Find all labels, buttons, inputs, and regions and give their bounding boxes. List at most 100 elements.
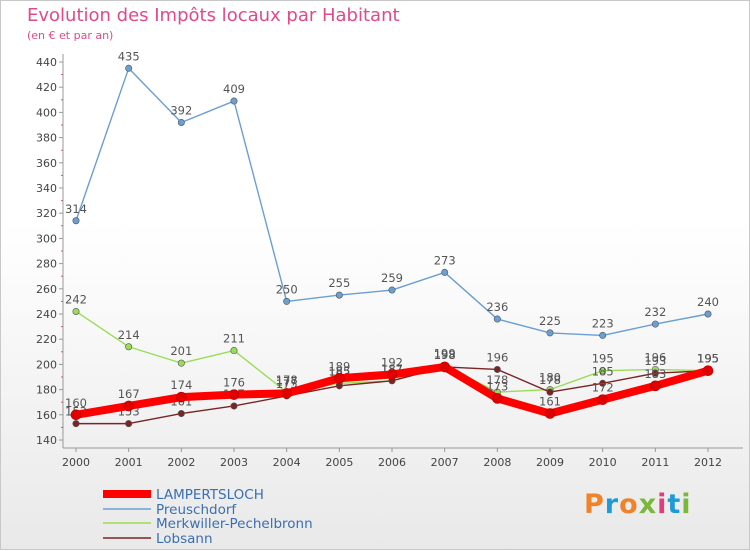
logo-letter: i bbox=[657, 489, 668, 520]
data-point bbox=[334, 372, 345, 384]
logo-letter: o bbox=[619, 489, 639, 520]
data-point bbox=[493, 315, 501, 323]
data-label: 232 bbox=[644, 305, 666, 319]
data-point bbox=[597, 394, 608, 405]
data-point bbox=[546, 388, 554, 396]
data-point bbox=[599, 331, 607, 339]
data-label: 392 bbox=[170, 103, 192, 117]
data-label: 255 bbox=[328, 276, 350, 290]
data-label: 192 bbox=[381, 355, 403, 369]
data-label: 173 bbox=[486, 379, 508, 393]
data-point bbox=[72, 420, 80, 428]
data-point bbox=[651, 369, 659, 377]
y-tick-label: 420 bbox=[36, 81, 57, 94]
data-label: 196 bbox=[486, 350, 508, 364]
legend-item: Merkwiller-Pechelbronn bbox=[103, 516, 313, 532]
data-point bbox=[599, 367, 607, 375]
data-point bbox=[386, 369, 398, 380]
y-tick-label: 360 bbox=[36, 157, 57, 170]
proxiti-logo: Proxiti bbox=[584, 489, 692, 520]
data-label: 196 bbox=[644, 350, 666, 364]
data-label: 198 bbox=[434, 348, 456, 362]
logo-letter: r bbox=[604, 489, 620, 520]
data-point bbox=[230, 97, 238, 105]
legend-item: Preuschdorf bbox=[103, 502, 237, 518]
data-point bbox=[228, 389, 240, 400]
series-lampertsloch: 160 167 174 176 177 189 192 198 173 161 172 183 195 bbox=[65, 348, 719, 421]
y-tick-label: 180 bbox=[36, 384, 57, 397]
x-tick-label: 2002 bbox=[167, 456, 195, 469]
x-tick-label: 2005 bbox=[325, 456, 353, 469]
x-tick-label: 2009 bbox=[536, 456, 564, 469]
logo-letter: P bbox=[584, 489, 605, 520]
y-tick-label: 340 bbox=[36, 182, 57, 195]
legend-item: LAMPERTSLOCH bbox=[103, 487, 264, 503]
data-point bbox=[125, 420, 133, 428]
data-label: 201 bbox=[170, 344, 192, 358]
data-label: 195 bbox=[697, 352, 719, 366]
data-label: 189 bbox=[328, 359, 350, 373]
legend-label: LAMPERTSLOCH bbox=[156, 487, 264, 503]
data-label: 273 bbox=[434, 253, 456, 267]
y-tick-label: 280 bbox=[36, 258, 57, 271]
x-tick-label: 2010 bbox=[589, 456, 617, 469]
y-tick-label: 440 bbox=[36, 56, 57, 69]
data-label: 250 bbox=[276, 282, 298, 296]
logo-letter: x bbox=[638, 489, 658, 520]
data-point bbox=[230, 347, 238, 355]
data-point bbox=[177, 118, 185, 126]
data-label: 175 bbox=[276, 377, 298, 391]
data-point bbox=[544, 408, 556, 419]
data-point bbox=[335, 291, 343, 299]
data-point bbox=[493, 365, 501, 373]
data-point bbox=[546, 329, 554, 337]
x-tick-label: 2003 bbox=[220, 456, 248, 469]
legend-label: Preuschdorf bbox=[156, 502, 237, 518]
legend-label: Lobsann bbox=[156, 531, 213, 547]
data-label: 435 bbox=[118, 49, 140, 63]
data-point bbox=[177, 410, 185, 418]
data-point bbox=[125, 64, 133, 72]
data-point bbox=[283, 297, 291, 305]
y-tick-label: 320 bbox=[36, 207, 57, 220]
data-label: 199 bbox=[434, 347, 456, 361]
data-point bbox=[650, 380, 661, 392]
data-point bbox=[702, 365, 714, 377]
data-label: 183 bbox=[644, 367, 666, 381]
y-tick-label: 220 bbox=[36, 333, 57, 346]
legend-item: Lobsann bbox=[103, 531, 213, 547]
legend-label: Merkwiller-Pechelbronn bbox=[156, 516, 313, 532]
x-tick-label: 2006 bbox=[378, 456, 406, 469]
data-label: 178 bbox=[276, 373, 298, 387]
data-label: 214 bbox=[118, 328, 140, 342]
x-tick-label: 2007 bbox=[431, 456, 459, 469]
data-point bbox=[125, 343, 133, 351]
x-tick-label: 2012 bbox=[694, 456, 722, 469]
data-label: 178 bbox=[539, 373, 561, 387]
data-point bbox=[651, 320, 659, 328]
x-tick-label: 2000 bbox=[62, 456, 90, 469]
data-point bbox=[441, 268, 449, 276]
chart-subtitle: (en € et par an) bbox=[27, 29, 114, 42]
x-tick-label: 2008 bbox=[483, 456, 511, 469]
chart-title: Evolution des Impôts locaux par Habitant bbox=[27, 5, 400, 26]
data-label: 195 bbox=[697, 352, 719, 366]
series-preuschdorf: 314 435 392 409 250 255 259 273 236 225 223 232 240 bbox=[65, 49, 719, 339]
data-point bbox=[176, 391, 187, 403]
logo-letter: t bbox=[667, 489, 682, 520]
x-tick-label: 2001 bbox=[115, 456, 143, 469]
y-tick-label: 200 bbox=[36, 358, 57, 371]
data-label: 195 bbox=[592, 352, 614, 366]
data-label: 223 bbox=[592, 316, 614, 330]
data-label: 167 bbox=[118, 387, 140, 401]
y-tick-label: 260 bbox=[36, 283, 57, 296]
data-point bbox=[492, 393, 503, 404]
data-label: 160 bbox=[65, 396, 87, 410]
data-point bbox=[388, 286, 396, 294]
y-tick-label: 300 bbox=[36, 232, 57, 245]
data-label: 314 bbox=[65, 202, 87, 216]
data-label: 242 bbox=[65, 292, 87, 306]
y-tick-label: 160 bbox=[36, 409, 57, 422]
y-tick-label: 380 bbox=[36, 132, 57, 145]
